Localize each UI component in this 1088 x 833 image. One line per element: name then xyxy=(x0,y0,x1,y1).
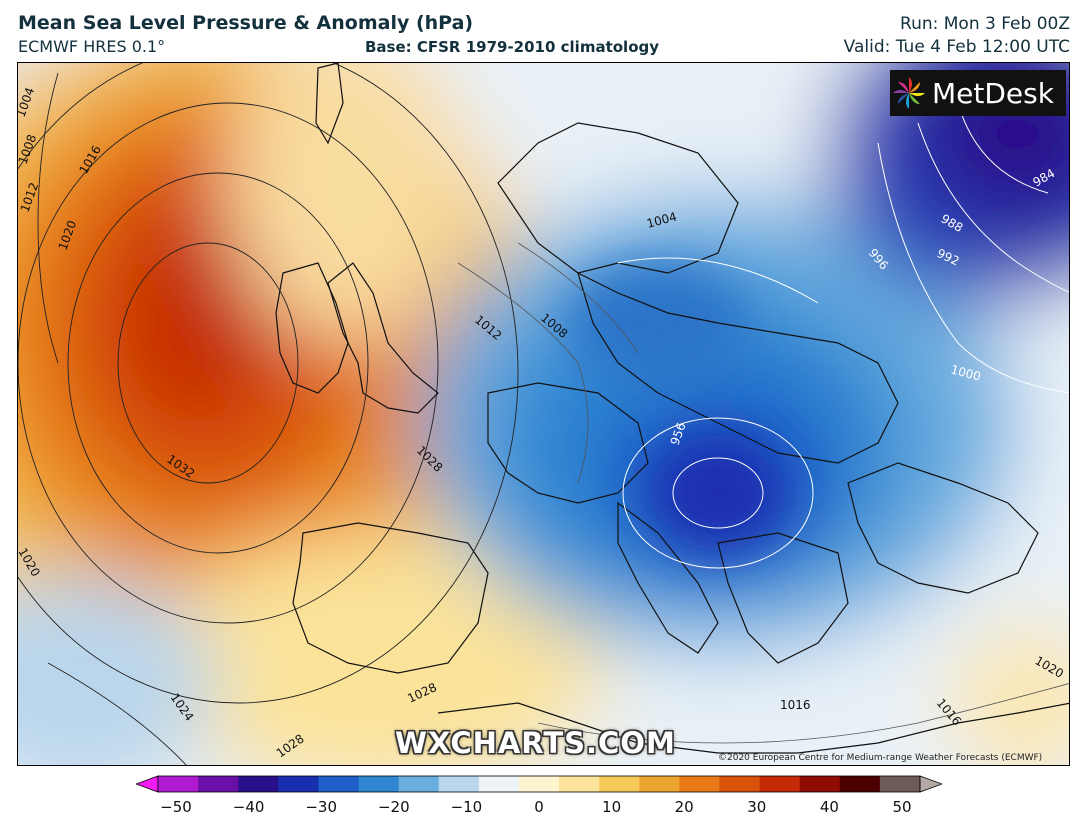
colorbar-segment xyxy=(438,776,480,792)
map-area[interactable]: 1004 1008 1012 1016 1020 1032 1028 1020 … xyxy=(17,62,1070,766)
colorbar-segment xyxy=(278,776,319,792)
colorbar-segment xyxy=(358,776,400,792)
metdesk-logo: MetDesk xyxy=(890,70,1066,116)
colorbar-segment xyxy=(398,776,440,792)
colorbar-segment xyxy=(238,776,279,792)
colorbar-tick-label: 10 xyxy=(602,798,622,816)
run-time: Run: Mon 3 Feb 00Z xyxy=(900,14,1070,34)
copyright-notice: ©2020 European Centre for Medium-range W… xyxy=(718,753,1043,763)
coastlines xyxy=(275,63,1069,754)
colorbar-segment xyxy=(518,776,560,792)
colorbar-segment xyxy=(559,776,600,792)
colorbar-tick-label: −30 xyxy=(305,798,338,816)
colorbar-segment xyxy=(759,776,801,792)
colorbar-segment xyxy=(639,776,680,792)
colorbar-segment xyxy=(839,776,881,792)
colorbar-segment xyxy=(679,776,720,792)
colorbar-tick-label: 30 xyxy=(747,798,767,816)
colorbar-tick-label: 50 xyxy=(892,798,912,816)
colorbar-max-arrow xyxy=(919,775,942,793)
valid-time: Valid: Tue 4 Feb 12:00 UTC xyxy=(843,37,1070,57)
colorbar-segment xyxy=(478,776,520,792)
logo-text: MetDesk xyxy=(932,76,1054,110)
pinwheel-icon xyxy=(893,77,925,109)
model-name: ECMWF HRES 0.1° xyxy=(18,37,166,56)
colorbar-segment xyxy=(719,776,761,792)
isobars-mid xyxy=(457,242,1069,744)
colorbar-tick-label: −40 xyxy=(232,798,265,816)
colorbar-segment xyxy=(799,776,841,792)
climatology-base: Base: CFSR 1979-2010 climatology xyxy=(365,38,660,56)
colorbar-tick-label: −50 xyxy=(160,798,192,816)
colorbar-tick-label: 20 xyxy=(674,798,694,816)
colorbar-tick-label: −10 xyxy=(450,798,483,816)
chart-title: Mean Sea Level Pressure & Anomaly (hPa) xyxy=(18,12,474,34)
colorbar-segment xyxy=(158,776,199,792)
anomaly-map: 1004 1008 1012 1016 1020 1032 1028 1020 … xyxy=(18,63,1069,765)
colorbar-min-arrow xyxy=(136,775,159,793)
isobars-high xyxy=(18,63,519,765)
colorbar-tick-label: 40 xyxy=(819,798,839,816)
colorbar-segment xyxy=(318,776,360,792)
colorbar-tick-label: −20 xyxy=(377,798,410,816)
isobar-label: 1016 xyxy=(780,698,811,712)
isobars-low xyxy=(617,102,1069,569)
watermark: WXCHARTS.COM xyxy=(395,726,676,760)
colorbar-segment xyxy=(599,776,640,792)
colorbar xyxy=(136,775,942,793)
colorbar-segment xyxy=(198,776,239,792)
colorbar-frame xyxy=(157,775,921,793)
colorbar-tick-label: 0 xyxy=(534,798,544,816)
colorbar-segment xyxy=(879,776,921,792)
